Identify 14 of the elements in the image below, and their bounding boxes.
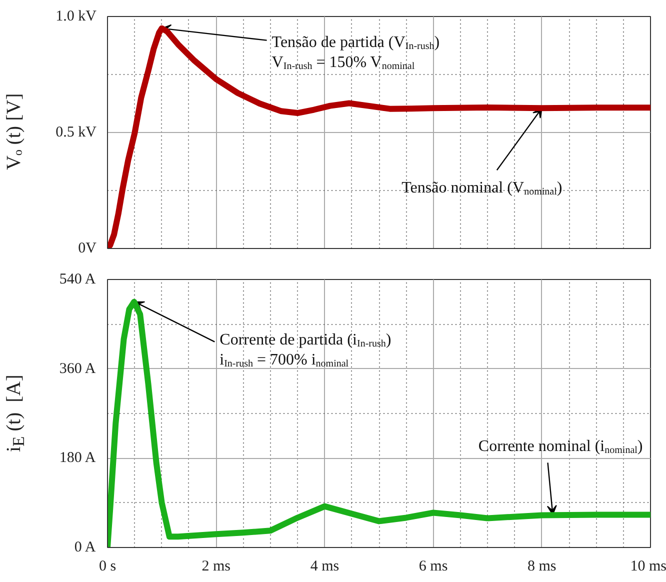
y-tick-label: 180 A	[59, 450, 96, 466]
x-tick-label: 6 ms	[418, 558, 448, 574]
y-tick-label: 0 A	[74, 540, 96, 556]
x-tick-label: 10 ms	[630, 558, 666, 574]
x-tick-label: 0 s	[98, 558, 116, 574]
x-tick-label: 4 ms	[310, 558, 340, 574]
y-tick-label: 360 A	[59, 360, 96, 377]
y-tick-label: 0V	[78, 240, 97, 256]
x-tick-label: 2 ms	[202, 558, 231, 574]
y-tick-label: 1.0 kV	[56, 8, 97, 24]
y-axis-title: Vₒ (t) [V]	[2, 92, 26, 172]
y-tick-label: 540 A	[59, 272, 96, 288]
x-tick-label: 8 ms	[528, 558, 556, 574]
y-tick-label: 0.5 kV	[56, 124, 97, 140]
